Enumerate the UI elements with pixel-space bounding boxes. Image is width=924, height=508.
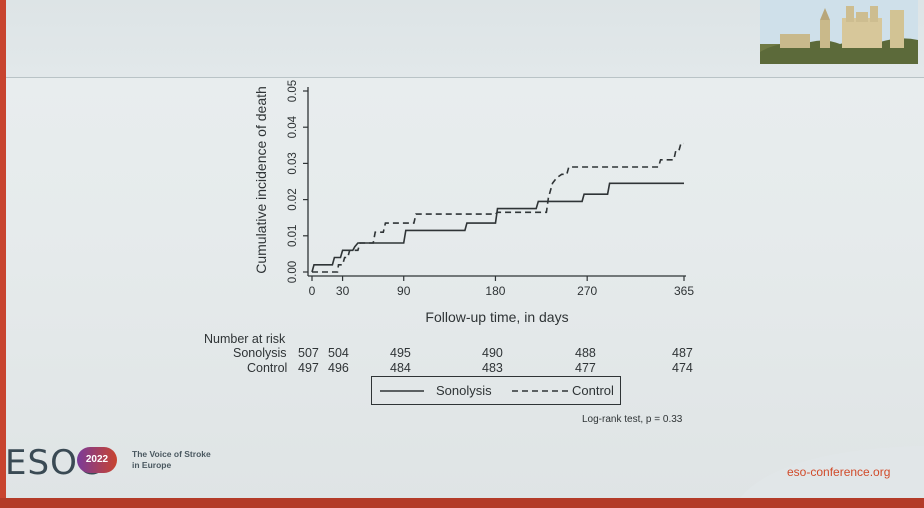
risk-value: 477 (575, 361, 596, 375)
y-tick-label: 0.00 (287, 261, 299, 283)
risk-row-label-control: Control (247, 361, 288, 375)
y-tick-label: 0.05 (287, 80, 299, 102)
x-tick-label: 365 (674, 284, 694, 298)
risk-value: 507 (298, 346, 319, 360)
tagline-line-2: in Europe (132, 460, 172, 470)
risk-value: 495 (390, 346, 411, 360)
y-tick-label: 0.02 (287, 188, 299, 210)
left-edge-strip (0, 0, 6, 508)
series-line-sonolysis (311, 182, 684, 273)
conference-url-link[interactable]: eso-conference.org (787, 465, 891, 479)
x-tick-label: 180 (485, 284, 505, 298)
year-badge: 2022 (77, 447, 117, 473)
risk-value: 504 (328, 346, 349, 360)
risk-value: 490 (482, 346, 503, 360)
risk-value: 496 (328, 361, 349, 375)
chart-legend: Sonolysis Control (371, 376, 621, 405)
y-tick-label: 0.03 (287, 152, 299, 174)
x-tick-label: 270 (577, 284, 597, 298)
y-tick-label: 0.01 (287, 225, 299, 247)
risk-value: 484 (390, 361, 411, 375)
y-tick-label: 0.04 (287, 115, 299, 138)
risk-value: 488 (575, 346, 596, 360)
city-skyline-image (760, 0, 918, 64)
x-axis-label: Follow-up time, in days (425, 309, 568, 325)
legend-item-sonolysis: Sonolysis (436, 383, 492, 398)
risk-value: 483 (482, 361, 503, 375)
legend-swatches (380, 390, 568, 392)
risk-value: 474 (672, 361, 693, 375)
x-tick-label: 30 (336, 284, 350, 298)
risk-value: 487 (672, 346, 693, 360)
legend-item-control: Control (572, 383, 614, 398)
bottom-edge-strip (0, 498, 924, 508)
logrank-annotation: Log-rank test, p = 0.33 (582, 414, 683, 425)
series-line-control (312, 142, 684, 273)
tagline: The Voice of Stroke in Europe (132, 449, 211, 471)
x-tick-label: 90 (397, 284, 411, 298)
risk-table-title: Number at risk (204, 332, 286, 346)
footer-swoosh (740, 446, 924, 498)
risk-row-label-sonolysis: Sonolysis (233, 346, 287, 360)
y-axis-label: Cumulative incidence of death (253, 86, 269, 274)
risk-value: 497 (298, 361, 319, 375)
tagline-line-1: The Voice of Stroke (132, 449, 211, 459)
x-tick-label: 0 (309, 284, 316, 298)
